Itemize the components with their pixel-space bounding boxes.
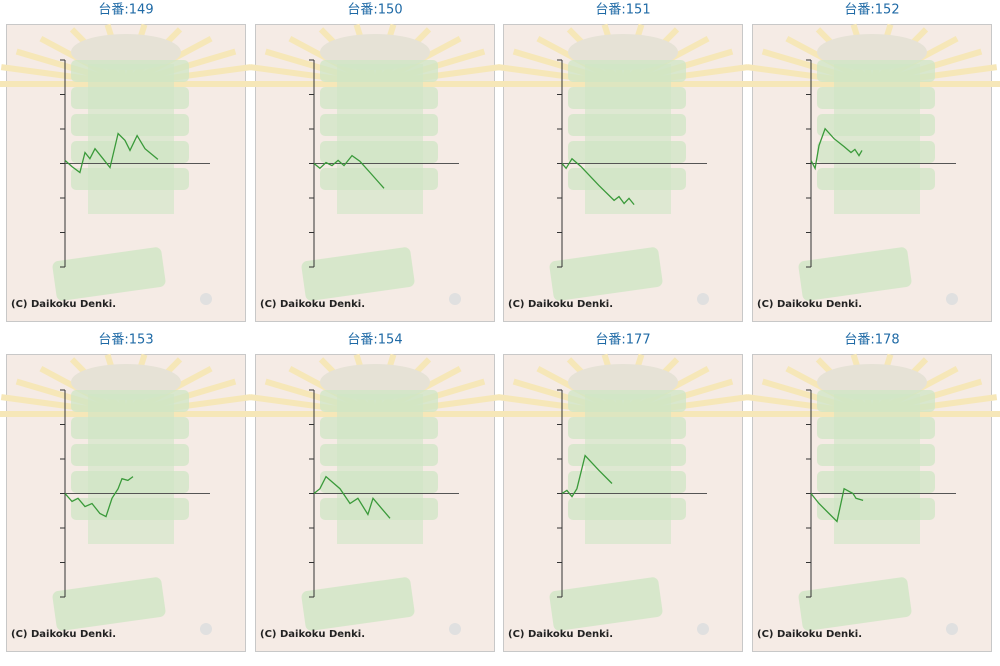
decor-ball — [697, 623, 709, 635]
decor-body — [88, 394, 174, 544]
decor-ball — [449, 293, 461, 305]
graph-panel: 台番:178 (C) Daikoku Denki. — [742, 333, 1000, 652]
decor-body — [585, 64, 671, 214]
decor-body — [337, 64, 423, 214]
panel-title: 台番:178 — [844, 333, 899, 348]
data-line — [810, 127, 863, 171]
graph-panel: 台番:151 (C) Daikoku Denki. — [493, 3, 753, 322]
graph-panel: 台番:177 (C) Daikoku Denki. — [493, 333, 753, 652]
panel-title: 台番:153 — [98, 333, 153, 348]
panel-title: 台番:150 — [347, 3, 402, 18]
graph-panel: 台番:149 (C) Daikoku Denki. — [0, 3, 256, 322]
data-line — [313, 475, 391, 519]
panel-title: 台番:152 — [844, 3, 899, 18]
data-line — [561, 157, 635, 206]
panel-title: 台番:149 — [98, 3, 153, 18]
decor-tray — [798, 577, 912, 631]
data-line — [561, 454, 613, 498]
decor-ball — [946, 623, 958, 635]
decor-tray — [52, 247, 166, 301]
graph-panel: 台番:152 (C) Daikoku Denki. — [742, 3, 1000, 322]
panel-title: 台番:154 — [347, 333, 402, 348]
decor-body — [585, 394, 671, 544]
decor-ball — [449, 623, 461, 635]
decor-tray — [52, 577, 166, 631]
decor-body — [834, 394, 920, 544]
decor-ball — [200, 293, 212, 305]
graph-panel: 台番:154 (C) Daikoku Denki. — [245, 333, 505, 652]
graph-panel: 台番:153 (C) Daikoku Denki. — [0, 333, 256, 652]
decor-tray — [549, 247, 663, 301]
graph-panel: 台番:150 (C) Daikoku Denki. — [245, 3, 505, 322]
copyright: (C) Daikoku Denki. — [508, 629, 613, 640]
decor-body — [337, 394, 423, 544]
decor-tray — [798, 247, 912, 301]
copyright: (C) Daikoku Denki. — [260, 629, 365, 640]
copyright: (C) Daikoku Denki. — [757, 629, 862, 640]
decor-tray — [549, 577, 663, 631]
decor-tray — [301, 247, 415, 301]
decor-body — [834, 64, 920, 214]
decor-tray — [301, 577, 415, 631]
data-line — [810, 487, 864, 523]
data-line — [313, 154, 385, 189]
panel-title: 台番:151 — [595, 3, 650, 18]
panel-title: 台番:177 — [595, 333, 650, 348]
copyright: (C) Daikoku Denki. — [11, 299, 116, 310]
decor-ball — [946, 293, 958, 305]
copyright: (C) Daikoku Denki. — [260, 299, 365, 310]
decor-ball — [200, 623, 212, 635]
copyright: (C) Daikoku Denki. — [11, 629, 116, 640]
decor-ball — [697, 293, 709, 305]
decor-body — [88, 64, 174, 214]
data-line — [64, 132, 159, 174]
copyright: (C) Daikoku Denki. — [757, 299, 862, 310]
copyright: (C) Daikoku Denki. — [508, 299, 613, 310]
data-line — [64, 476, 134, 518]
